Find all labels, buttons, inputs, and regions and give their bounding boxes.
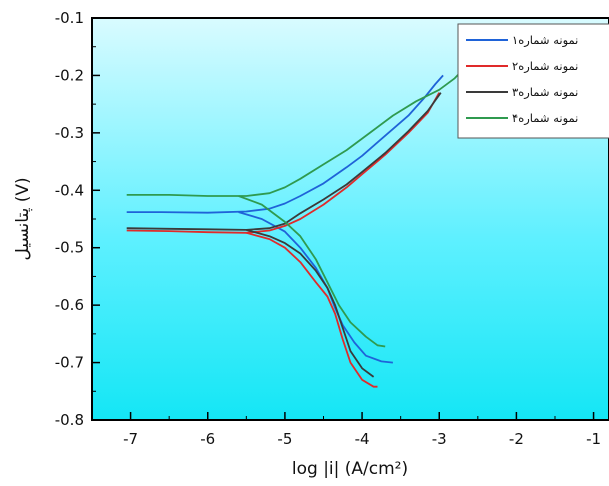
legend-label-3: نمونه شماره۳ (512, 85, 578, 100)
y-tick-label: -0.2 (55, 66, 84, 84)
x-tick-label: -4 (355, 430, 370, 448)
y-tick-label: -0.8 (55, 411, 84, 429)
x-tick-label: -6 (200, 430, 215, 448)
legend-label-1: نمونه شماره۱ (512, 33, 578, 48)
x-tick-label: -1 (586, 430, 601, 448)
legend-label-4: نمونه شماره۴ (512, 111, 578, 126)
series-2-anodic-line (126, 92, 440, 234)
x-tick-label: -2 (509, 430, 524, 448)
x-axis-label: log |i| (A/cm²) (292, 459, 408, 479)
y-tick-label: -0.3 (55, 124, 84, 142)
y-axis-label: پتانسیل (V) (13, 177, 33, 260)
y-tick-label: -0.6 (55, 296, 84, 314)
series-4-cathodic-line (238, 195, 386, 348)
series-3-cathodic-line (246, 229, 375, 378)
series-2-cathodic-line (246, 231, 378, 388)
axis-ticks: -7 -6 -5 -4 -3 -2 -1 -0.1 -0.2 -0.3 -0.4 -0.5 -0.6 -0… (55, 9, 601, 448)
series-4-anodic-line (126, 57, 475, 197)
series-1-anodic-line (126, 74, 444, 214)
legend: نمونه شماره۱ نمونه شماره۲ نمونه شماره۳ نمون… (457, 23, 609, 139)
y-tick-label: -0.5 (55, 239, 84, 257)
x-tick-label: -5 (277, 430, 292, 448)
x-tick-label: -3 (432, 430, 447, 448)
x-tick-label: -7 (123, 430, 138, 448)
y-tick-label: -0.4 (55, 181, 84, 199)
series-3-anodic-line (126, 92, 442, 231)
legend-label-2: نمونه شماره۲ (512, 59, 578, 74)
series-layer (126, 57, 475, 388)
y-tick-label: -0.7 (55, 354, 84, 372)
y-tick-label: -0.1 (55, 9, 84, 27)
